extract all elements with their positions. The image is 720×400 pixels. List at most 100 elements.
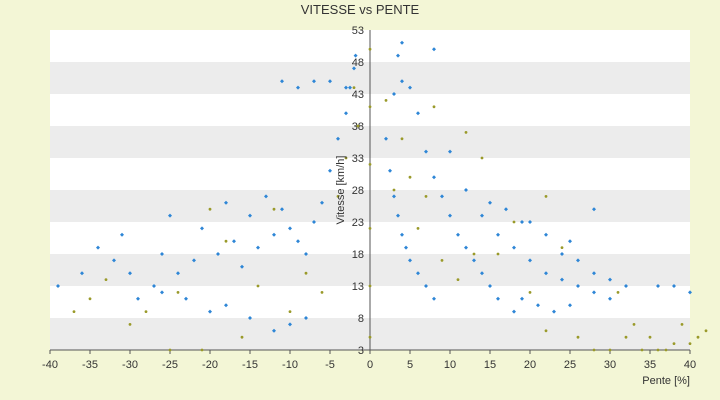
data-point <box>488 200 492 205</box>
x-tick-label: 5 <box>407 359 413 371</box>
data-point <box>184 296 188 301</box>
data-point <box>352 86 356 89</box>
data-point <box>576 258 580 263</box>
data-point <box>56 284 60 288</box>
x-tick-label: -40 <box>42 359 58 371</box>
data-point <box>176 291 180 294</box>
x-tick-label: 15 <box>484 359 496 371</box>
data-point <box>288 322 292 327</box>
data-point <box>672 342 676 345</box>
data-point <box>512 245 516 250</box>
data-point <box>272 328 276 333</box>
data-point <box>400 40 404 45</box>
data-point <box>328 168 332 173</box>
data-point <box>368 47 372 51</box>
data-point <box>368 335 372 339</box>
y-tick-label: 33 <box>352 153 364 165</box>
data-point <box>416 227 420 230</box>
data-point <box>72 310 76 313</box>
data-point <box>304 271 308 275</box>
data-point <box>396 53 400 58</box>
data-point <box>544 271 548 276</box>
data-point <box>104 278 108 281</box>
data-point <box>200 226 204 231</box>
chart-title: VITESSE vs PENTE <box>301 2 420 17</box>
data-point <box>312 220 316 224</box>
data-point <box>472 252 476 256</box>
data-point <box>672 284 676 288</box>
data-point <box>400 232 404 237</box>
data-point <box>592 207 596 212</box>
y-tick-label: 53 <box>352 25 364 37</box>
data-point <box>424 149 428 154</box>
data-point <box>448 213 452 218</box>
data-point <box>448 149 452 154</box>
data-point <box>388 168 392 173</box>
data-point <box>392 188 396 192</box>
data-point <box>568 239 572 244</box>
data-point <box>592 271 596 276</box>
data-point <box>112 258 116 263</box>
data-point <box>640 348 644 352</box>
data-point <box>368 227 372 230</box>
x-tick-label: -5 <box>325 359 335 371</box>
data-point <box>432 105 436 109</box>
data-point <box>344 156 348 160</box>
data-point <box>224 239 228 243</box>
data-point <box>368 284 372 288</box>
data-point <box>168 213 172 218</box>
data-point <box>440 194 444 199</box>
data-point <box>264 194 268 199</box>
data-point <box>288 310 292 313</box>
data-point <box>384 136 388 141</box>
data-point <box>424 284 428 288</box>
data-point <box>608 296 612 301</box>
x-tick-label: 20 <box>524 359 536 371</box>
data-point <box>416 271 420 276</box>
data-point <box>152 284 156 288</box>
data-point <box>552 309 556 314</box>
data-point <box>224 200 228 205</box>
data-point <box>504 207 508 212</box>
data-point <box>392 194 396 199</box>
y-tick-label: 28 <box>352 185 364 197</box>
x-tick-label: -20 <box>202 359 218 371</box>
data-point <box>356 124 360 128</box>
data-point <box>680 323 684 326</box>
data-point <box>88 297 92 301</box>
data-point <box>280 79 284 84</box>
data-point <box>168 348 172 352</box>
data-point <box>353 53 358 58</box>
data-point <box>528 291 532 294</box>
data-point <box>656 284 660 288</box>
data-point <box>456 232 460 237</box>
data-point <box>396 213 400 218</box>
data-point <box>328 79 332 84</box>
x-tick-label: 40 <box>684 359 696 371</box>
data-point <box>496 296 500 301</box>
data-point <box>272 207 276 211</box>
data-point <box>216 252 220 256</box>
data-point <box>624 335 628 339</box>
data-point <box>320 291 324 294</box>
data-point <box>400 79 404 84</box>
data-point <box>432 175 436 180</box>
data-point <box>304 252 308 256</box>
data-point <box>128 271 132 276</box>
x-tick-label: -25 <box>162 359 178 371</box>
data-point <box>560 252 564 256</box>
data-point <box>336 195 340 198</box>
data-point <box>432 47 436 52</box>
y-axis-title: Vitesse [km/h] <box>335 156 347 225</box>
data-point <box>80 271 84 276</box>
data-point <box>160 290 164 295</box>
data-point <box>704 329 708 333</box>
data-point <box>176 271 180 276</box>
data-point <box>480 156 484 160</box>
data-point <box>696 335 700 339</box>
data-point <box>608 348 612 352</box>
y-tick-label: 8 <box>358 313 364 325</box>
data-point <box>456 278 460 281</box>
data-point <box>424 195 428 198</box>
